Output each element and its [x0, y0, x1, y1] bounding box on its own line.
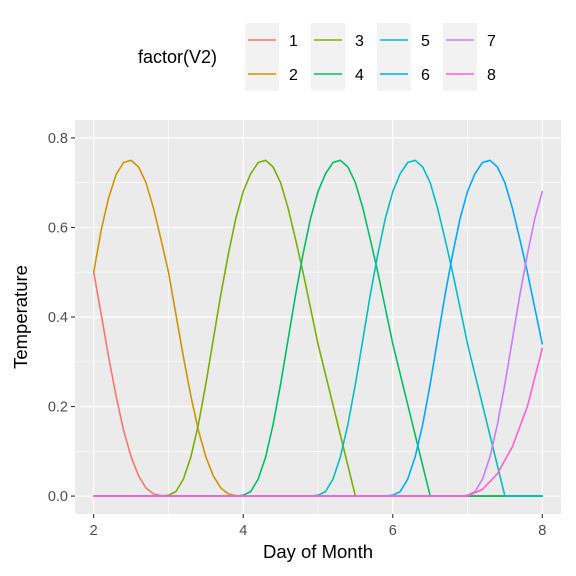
x-tick-label: 2 [90, 523, 98, 539]
y-tick-label: 0.4 [48, 310, 68, 326]
series-line-6 [92, 159, 544, 497]
legend-label: 5 [421, 33, 430, 50]
series-line-3 [92, 159, 544, 497]
legend-item-4: 4 [311, 57, 364, 91]
legend: factor(V2) 1 2 3 4 5 6 7 8 [138, 23, 496, 91]
legend-item-6: 6 [377, 57, 430, 91]
legend-label: 6 [421, 67, 430, 84]
legend-item-7: 7 [443, 23, 496, 57]
x-axis-title: Day of Month [263, 541, 373, 562]
x-tick-label: 8 [538, 523, 546, 539]
y-tick-label: 0.2 [48, 400, 68, 416]
y-axis: 0.0 0.2 0.4 0.6 0.8 [48, 131, 75, 505]
series-line-8 [92, 347, 544, 497]
legend-label: 1 [289, 33, 298, 50]
y-tick-label: 0.8 [48, 131, 68, 147]
legend-label: 7 [487, 33, 496, 50]
y-tick-label: 0.6 [48, 220, 68, 236]
legend-label: 8 [487, 67, 496, 84]
legend-item-3: 3 [311, 23, 364, 57]
legend-item-1: 1 [245, 23, 298, 57]
x-tick-label: 6 [389, 523, 397, 539]
x-axis: 2 4 6 8 [90, 514, 546, 539]
y-tick-label: 0.0 [48, 489, 68, 505]
legend-item-5: 5 [377, 23, 430, 57]
legend-item-8: 8 [443, 57, 496, 91]
legend-title: factor(V2) [138, 47, 217, 67]
legend-label: 2 [289, 67, 298, 84]
series-line-5 [92, 159, 544, 497]
series-line-4 [92, 159, 544, 497]
legend-label: 3 [355, 33, 364, 50]
legend-label: 4 [355, 67, 364, 84]
x-tick-label: 4 [239, 523, 247, 539]
legend-item-2: 2 [245, 57, 298, 91]
y-axis-title: Temperature [10, 265, 31, 369]
